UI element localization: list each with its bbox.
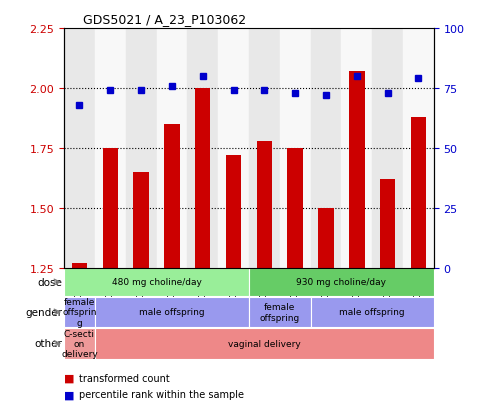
Text: transformed count: transformed count — [79, 373, 170, 383]
Text: dose: dose — [37, 277, 63, 287]
Bar — [249, 29, 280, 268]
Bar — [126, 29, 157, 268]
Bar — [311, 29, 341, 268]
Text: other: other — [35, 339, 63, 349]
FancyBboxPatch shape — [311, 297, 434, 327]
FancyBboxPatch shape — [95, 297, 249, 327]
Bar — [341, 29, 372, 268]
Text: ■: ■ — [64, 389, 74, 399]
FancyBboxPatch shape — [249, 297, 311, 327]
Bar — [134, 173, 149, 268]
Text: male offspring: male offspring — [339, 308, 405, 317]
Bar — [95, 29, 126, 268]
Bar — [349, 72, 364, 268]
Bar — [164, 125, 179, 268]
Text: female
offspring: female offspring — [260, 303, 300, 322]
Text: percentile rank within the sample: percentile rank within the sample — [79, 389, 244, 399]
Bar — [318, 208, 334, 268]
Bar — [64, 29, 95, 268]
Bar — [218, 29, 249, 268]
Text: vaginal delivery: vaginal delivery — [228, 339, 301, 348]
Text: GDS5021 / A_23_P103062: GDS5021 / A_23_P103062 — [83, 13, 246, 26]
Bar — [280, 29, 311, 268]
FancyBboxPatch shape — [95, 329, 434, 358]
Bar — [187, 29, 218, 268]
Text: male offspring: male offspring — [139, 308, 205, 317]
Text: gender: gender — [26, 307, 63, 317]
Bar — [372, 29, 403, 268]
FancyBboxPatch shape — [249, 269, 434, 296]
Text: 480 mg choline/day: 480 mg choline/day — [111, 278, 202, 287]
Bar — [411, 117, 426, 268]
Bar — [403, 29, 434, 268]
Bar — [103, 149, 118, 268]
Bar — [195, 89, 211, 268]
Bar — [257, 141, 272, 268]
Bar — [380, 180, 395, 268]
Bar — [226, 156, 241, 268]
Text: ■: ■ — [64, 373, 74, 383]
FancyBboxPatch shape — [64, 297, 95, 327]
Bar — [157, 29, 187, 268]
Text: 930 mg choline/day: 930 mg choline/day — [296, 278, 387, 287]
Bar — [287, 149, 303, 268]
Text: female
offsprin
g: female offsprin g — [62, 297, 97, 327]
FancyBboxPatch shape — [64, 269, 249, 296]
FancyBboxPatch shape — [64, 329, 95, 358]
Text: C-secti
on
delivery: C-secti on delivery — [61, 329, 98, 358]
Bar — [72, 263, 87, 268]
